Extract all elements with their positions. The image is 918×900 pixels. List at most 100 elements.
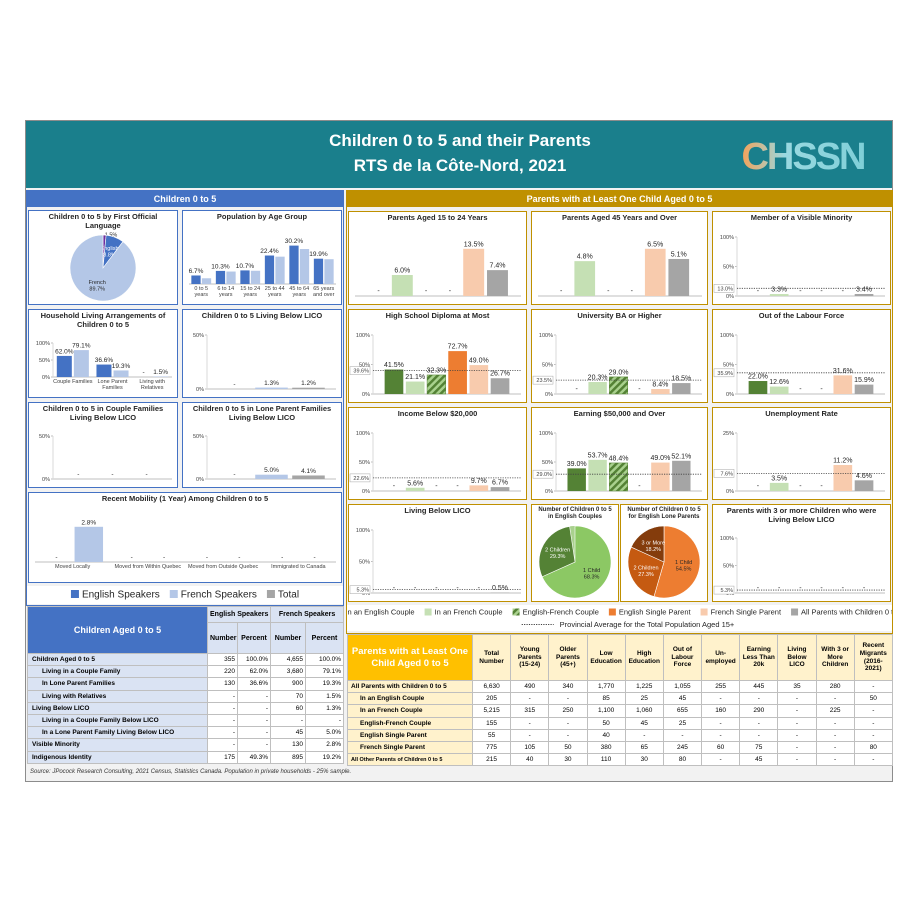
average-label: 23.5% (536, 378, 552, 384)
value-label: 6.7% (492, 480, 508, 487)
table-cell: 340 (548, 679, 588, 694)
bar (672, 383, 691, 394)
chart-title: Number of Children 0 to 5 in English Cou… (538, 507, 612, 520)
y-tick-label: 50% (359, 363, 370, 369)
chart-panel: Number of Children 0 to 5 for English Lo… (620, 504, 708, 602)
legend-swatch (266, 590, 275, 598)
table-cell: 110 (586, 753, 626, 767)
bar (324, 259, 334, 284)
y-tick-label: 0% (726, 392, 734, 398)
legend-label: French Speakers (181, 590, 257, 601)
table-cell: - (853, 728, 893, 742)
bar (854, 293, 874, 296)
table-row: In an French Couple 5,215 315 250 1,100 1,060… (347, 704, 893, 718)
value-label: 9.7% (471, 478, 487, 485)
value-label: 41.5% (384, 362, 404, 369)
legend-box: In an English Couple In an French Couple E… (347, 605, 892, 631)
table-cell: 280 (815, 679, 855, 694)
table-cell: 900 (270, 677, 307, 691)
value-label: 36.6% (95, 357, 114, 364)
table-row: Living with Relatives - -70 1.5% (27, 689, 345, 703)
bar (191, 275, 201, 284)
table-cell: - (853, 716, 893, 730)
chart-plot: 0% 50% 100% - 5.6% - - 9.7% 6.7% 22.6% (349, 431, 521, 495)
table-cell: - (207, 738, 238, 752)
value-label: - (281, 554, 283, 561)
y-tick-label: 50% (193, 333, 204, 339)
value-label: - (863, 585, 866, 592)
value-label: - (820, 483, 823, 490)
value-label: - (163, 554, 165, 561)
table-cell: - (815, 692, 855, 706)
value-label: - (131, 554, 133, 561)
y-tick-label: 50% (39, 358, 50, 364)
value-label: - (238, 554, 240, 561)
value-label: 10.3% (211, 263, 230, 270)
chart-title: High School Diploma at Most (385, 311, 490, 320)
bar (56, 355, 72, 377)
bar (215, 270, 226, 284)
bar (289, 245, 299, 284)
x-tick-label: Couple Families (53, 379, 93, 385)
value-label: - (111, 471, 113, 478)
chart-panel: Earning $50,000 and Over 0% 50% 100% 39.0% 53… (531, 407, 708, 500)
legend-label: In an English Couple (347, 608, 415, 617)
table-cell: - (548, 716, 588, 730)
source-note: Source: JPocock Research Consulting, 202… (30, 769, 352, 775)
x-tick-label: Lone Parent Families (97, 379, 128, 392)
y-tick-label: 100% (720, 235, 734, 241)
table-row: Children Aged 0 to 5 355 100.0% 4,655 100.0% (27, 652, 345, 667)
slice-category: 3 or More (642, 540, 666, 546)
y-tick-label: 50% (723, 564, 734, 570)
slice-category: 1 Child (583, 568, 600, 574)
table-cell: 255 (701, 679, 741, 694)
x-tick-label: 0 to 5 years (194, 286, 209, 299)
chart-title: Children 0 to 5 by First Official Langua… (48, 212, 158, 230)
table-cell: 5,215 (471, 704, 512, 718)
table-cell: - (270, 713, 307, 728)
y-tick-label: 0% (362, 489, 370, 495)
table-row: In an English Couple 205- -85 25 45- - - -50 (347, 692, 893, 706)
legend-label: English-French Couple (523, 608, 599, 617)
table-cell: - (236, 689, 272, 703)
chart-panel: Parents with 3 or more Children who were… (712, 504, 891, 602)
bar (74, 526, 104, 562)
value-label: 22.0% (748, 374, 768, 381)
column-header: High Education (624, 634, 664, 681)
average-label: 7.6% (720, 471, 733, 477)
table-row: Living Below LICO - -60 1.3% (27, 701, 345, 715)
column-header: Percent (305, 622, 345, 654)
x-tick-label: 6 to 14 years (217, 286, 235, 299)
y-tick-label: 100% (720, 536, 734, 542)
bar (292, 387, 325, 389)
slice-category: English (101, 246, 119, 252)
chart-title: University BA or Higher (577, 311, 662, 320)
bar (609, 376, 628, 395)
y-tick-label: 50% (723, 265, 734, 271)
average-label: 22.6% (353, 476, 369, 482)
legend-swatch (424, 608, 432, 616)
value-label: 6.5% (647, 241, 663, 248)
parents-table: Parents with at Least One Child Aged 0 t… (347, 634, 893, 767)
table-row: Living in a Couple Family 220 62.0% 3,680 79… (27, 665, 345, 679)
value-label: - (607, 288, 610, 295)
bar (854, 480, 874, 491)
table-cell: 290 (739, 704, 779, 718)
y-tick-label: 100% (356, 528, 370, 534)
bar (313, 258, 324, 284)
chart-panel: Children 0 to 5 by First Official Langua… (28, 210, 178, 305)
average-label: 13.0% (717, 286, 733, 292)
x-tick-label: Moved from Outside Quebec (187, 564, 259, 570)
table-row: English Single Parent 55- -40- - - - - - - (347, 728, 893, 742)
table-cell: 70 (270, 689, 307, 703)
chart-plot: 0%50%100%41.5%21.1%32.3%72.7%49.0%26.7%3… (349, 333, 521, 398)
y-tick-label: 100% (356, 333, 370, 339)
table-cell: - (815, 740, 855, 755)
row-label: Indigenous Identity (27, 750, 208, 764)
average-label: 35.9% (717, 371, 733, 377)
value-label: - (377, 288, 380, 295)
chart-panel: Income Below $20,000 0% 50% 100% - 5.6% - - 9.7%… (348, 407, 527, 500)
value-label: - (799, 585, 802, 592)
row-label: In Lone Parent Families (27, 677, 208, 691)
chart-plot: 0% 50% 100% 62.0%79.1% 36.6%19.3% - 1.5% (36, 341, 172, 381)
